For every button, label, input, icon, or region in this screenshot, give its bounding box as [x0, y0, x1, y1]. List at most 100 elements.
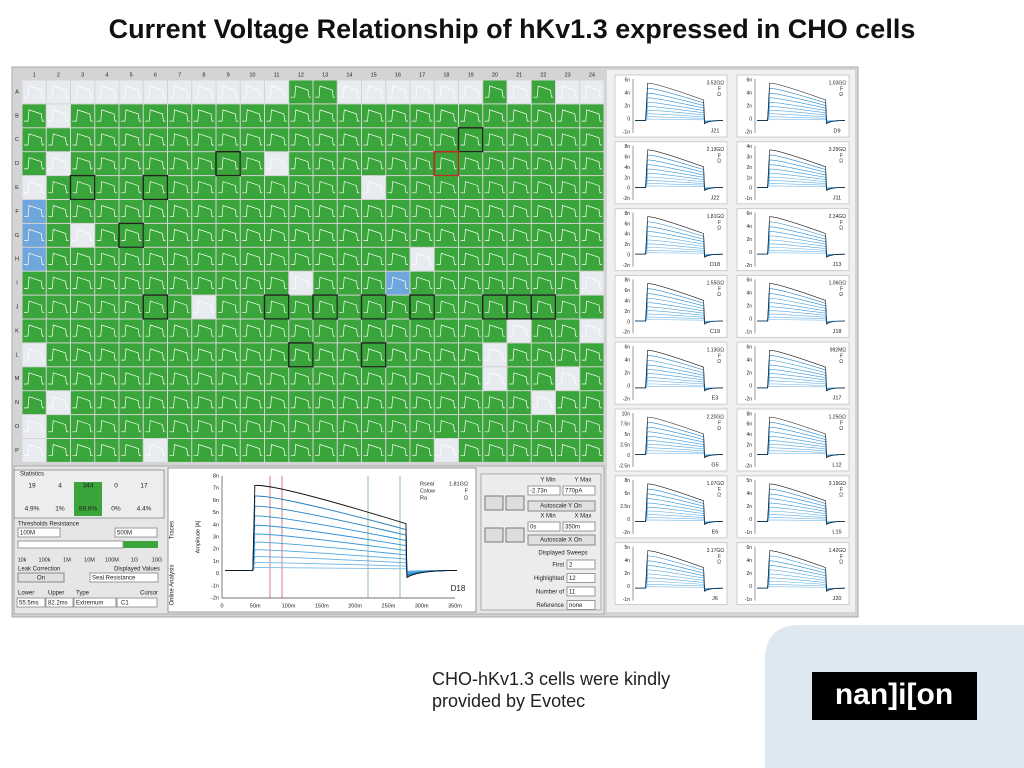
- well-trace: [412, 228, 433, 241]
- well: [556, 104, 580, 128]
- selected-well: [142, 294, 169, 320]
- panel-y-tick: 6n: [746, 545, 752, 551]
- panel-y-tick: -2n: [745, 263, 752, 269]
- well-trace: [242, 300, 263, 313]
- panel-rseal: 992MΩ: [830, 348, 847, 354]
- autoscale-y[interactable]: [527, 500, 596, 512]
- scale-label: 1M: [63, 557, 71, 563]
- well-trace: [290, 85, 311, 98]
- panel-legend: F: [840, 487, 843, 493]
- well-trace: [387, 324, 408, 337]
- well: [240, 80, 264, 104]
- well: [22, 367, 46, 391]
- main-x-tick: 300m: [415, 603, 429, 609]
- well-trace: [533, 324, 554, 337]
- well: [313, 80, 337, 104]
- well-trace: [509, 348, 530, 361]
- well-trace: [169, 300, 190, 313]
- well-trace: [145, 205, 166, 218]
- panel-rseal: 1.42GΩ: [829, 548, 847, 554]
- well-trace: [145, 420, 166, 433]
- panel-y-tick: 4n: [746, 358, 752, 364]
- well: [434, 439, 458, 462]
- panel-y-tick: 2n: [746, 504, 752, 510]
- panel-y-tick: 0: [627, 517, 630, 523]
- well-trace: [436, 109, 457, 122]
- well: [143, 367, 167, 391]
- scale-label: 10G: [152, 557, 162, 563]
- sweep: [757, 550, 846, 592]
- well-trace: [315, 348, 336, 361]
- well: [46, 319, 70, 343]
- main-y-tick: 2n: [213, 547, 219, 553]
- tool-button[interactable]: [484, 495, 504, 511]
- well-trace: [96, 157, 117, 170]
- well-trace: [48, 420, 69, 433]
- well-trace: [339, 324, 360, 337]
- well: [483, 271, 507, 295]
- well: [556, 343, 580, 367]
- well: [434, 223, 458, 247]
- well-trace: [339, 181, 360, 194]
- tool-button[interactable]: [505, 527, 525, 543]
- well-trace: [242, 228, 263, 241]
- well-trace: [315, 205, 336, 218]
- panel-rseal: 1.25GΩ: [829, 414, 847, 420]
- main-x-tick: 50m: [250, 603, 261, 609]
- well-trace: [460, 348, 481, 361]
- well-trace: [581, 85, 602, 98]
- cursor-value: 55.5ms: [19, 601, 39, 607]
- well: [95, 223, 119, 247]
- leak-button[interactable]: [17, 572, 65, 583]
- main-y-tick: -1n: [211, 583, 219, 589]
- well-trace: [121, 396, 142, 409]
- well: [168, 200, 192, 223]
- tool-button[interactable]: [505, 495, 525, 511]
- threshold-input: [114, 527, 158, 538]
- well-trace: [387, 133, 408, 146]
- well: [362, 200, 386, 223]
- well: [459, 176, 483, 199]
- well-trace: [484, 181, 505, 194]
- well: [216, 80, 240, 104]
- well: [386, 104, 410, 128]
- panel-y-tick: 0: [749, 517, 752, 523]
- panel-y-tick: 0: [627, 186, 630, 192]
- well-trace: [48, 109, 69, 122]
- displayed-values-value: Seal Resistance: [92, 576, 136, 582]
- well-trace: [96, 109, 117, 122]
- panel-y-tick: 8n: [624, 278, 630, 284]
- well: [483, 128, 507, 152]
- well-trace: [363, 348, 384, 361]
- well: [71, 415, 95, 438]
- main-y-label: Amplitude [A]: [195, 520, 201, 553]
- well-trace: [266, 205, 287, 218]
- well-trace: [266, 372, 287, 385]
- main-x-tick: 0: [220, 603, 223, 609]
- well-trace: [169, 133, 190, 146]
- well-trace: [290, 444, 311, 457]
- well: [143, 271, 167, 295]
- panel-y-tick: 0: [627, 319, 630, 325]
- well-trace: [193, 228, 214, 241]
- well-trace: [218, 300, 239, 313]
- tab: Online Analysis: [170, 564, 176, 605]
- well: [434, 247, 458, 271]
- tool-button[interactable]: [484, 527, 504, 543]
- well-trace: [363, 109, 384, 122]
- panel-y-tick: 7.5n: [620, 422, 630, 428]
- panel-y-tick: 5n: [624, 491, 630, 497]
- well-trace: [460, 181, 481, 194]
- well: [410, 367, 434, 391]
- panel-well: G5: [711, 462, 718, 468]
- main-y-tick: 0: [216, 571, 219, 577]
- well-trace: [533, 252, 554, 265]
- well-trace: [363, 276, 384, 289]
- autoscale-x[interactable]: [527, 534, 596, 546]
- well: [337, 295, 361, 319]
- column-label: 18: [443, 72, 449, 78]
- well-trace: [581, 276, 602, 289]
- well-trace: [557, 348, 578, 361]
- well-trace: [218, 85, 239, 98]
- displayed-values-select[interactable]: [89, 572, 159, 583]
